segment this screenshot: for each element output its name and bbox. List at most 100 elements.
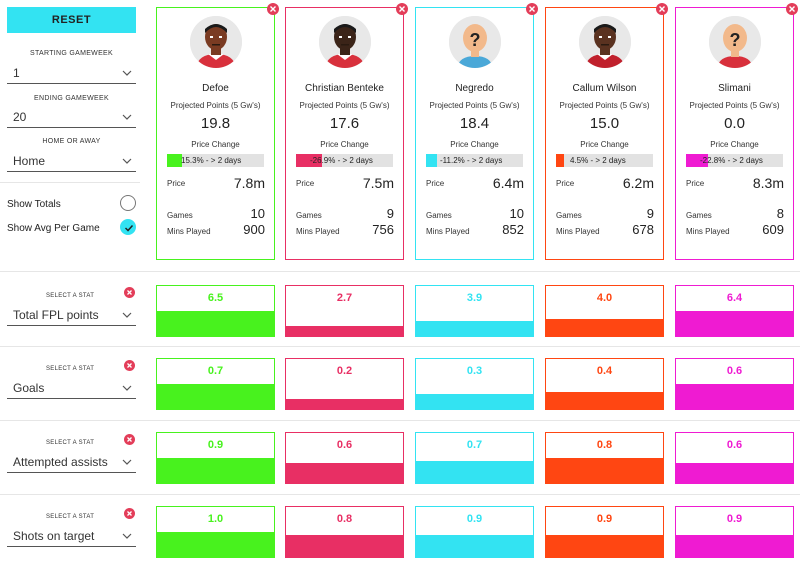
- stat-value-box: 1.0: [156, 506, 275, 558]
- mins-played-value: 756: [372, 222, 394, 237]
- checkmark-icon: [124, 224, 134, 232]
- remove-player-icon[interactable]: [786, 3, 798, 15]
- row-divider: [0, 346, 800, 347]
- chevron-down-icon: [122, 456, 132, 470]
- mins-played-value: 609: [762, 222, 784, 237]
- stat-value-fill: [676, 534, 793, 557]
- player-card: ? Slimani Projected Points (5 Gw's) 0.0 …: [675, 3, 798, 260]
- price-change-bar: 4.5% - > 2 days: [556, 154, 653, 167]
- price-value: 6.4m: [492, 175, 524, 191]
- starting-gameweek-select[interactable]: 1: [7, 64, 136, 84]
- player-name: Defoe: [202, 83, 229, 94]
- ending-gameweek-value: 20: [13, 110, 27, 124]
- stat-value: 3.9: [466, 292, 483, 304]
- remove-stat-icon[interactable]: [124, 360, 135, 371]
- stat-select-value: Goals: [13, 381, 45, 395]
- price-change-fill: [556, 154, 564, 167]
- row-divider: [0, 271, 800, 272]
- mins-played-value: 852: [502, 222, 524, 237]
- chevron-down-icon: [122, 155, 132, 169]
- show-totals-label: Show Totals: [7, 198, 61, 210]
- mins-played-label: Mins Played: [686, 227, 730, 236]
- price-change-text: 15.3% - > 2 days: [181, 156, 242, 165]
- mins-played-label: Mins Played: [556, 227, 600, 236]
- stat-value-fill: [546, 534, 663, 557]
- mins-played-label: Mins Played: [167, 227, 211, 236]
- games-label: Games: [426, 211, 452, 220]
- ending-gameweek-select[interactable]: 20: [7, 108, 136, 128]
- show-totals-radio[interactable]: [120, 195, 136, 211]
- mins-played-value: 678: [632, 222, 654, 237]
- price-change-fill: [426, 154, 437, 167]
- projected-points-value: 17.6: [329, 115, 360, 132]
- projected-points-value: 19.8: [200, 115, 231, 132]
- stat-value-fill: [676, 384, 793, 409]
- stat-value-fill: [157, 384, 274, 409]
- player-name: Christian Benteke: [305, 83, 384, 94]
- stat-value-box: 0.9: [545, 506, 664, 558]
- stat-value-box: 0.9: [675, 506, 794, 558]
- stat-select[interactable]: Goals: [7, 379, 136, 399]
- remove-stat-icon[interactable]: [124, 508, 135, 519]
- games-value: 9: [646, 206, 654, 221]
- chevron-down-icon: [122, 382, 132, 396]
- remove-player-icon[interactable]: [267, 3, 279, 15]
- remove-player-icon[interactable]: [656, 3, 668, 15]
- stat-value: 0.6: [336, 439, 353, 451]
- stat-value-box: 6.5: [156, 285, 275, 337]
- select-stat-label: SELECT A STAT: [46, 366, 95, 372]
- stat-value: 0.9: [726, 513, 743, 525]
- price-change-label: Price Change: [450, 140, 499, 149]
- projected-points-label: Projected Points (5 Gw's): [429, 101, 520, 110]
- games-value: 10: [250, 206, 265, 221]
- stat-value-box: 4.0: [545, 285, 664, 337]
- player-card: ? Negredo Projected Points (5 Gw's) 18.4…: [415, 3, 538, 260]
- stat-value-fill: [416, 460, 533, 483]
- chevron-down-icon: [122, 67, 132, 81]
- show-avg-toggle[interactable]: Show Avg Per Game: [7, 219, 136, 237]
- show-avg-radio[interactable]: [120, 219, 136, 235]
- stat-select[interactable]: Attempted assists: [7, 453, 136, 473]
- select-stat-label: SELECT A STAT: [46, 514, 95, 520]
- price-label: Price: [556, 179, 575, 188]
- remove-player-icon[interactable]: [396, 3, 408, 15]
- remove-stat-icon[interactable]: [124, 434, 135, 445]
- price-change-text: -26.9% - > 2 days: [310, 156, 373, 165]
- stat-value: 0.9: [596, 513, 613, 525]
- player-name: Callum Wilson: [572, 83, 637, 94]
- stat-select-value: Attempted assists: [13, 455, 108, 469]
- player-avatar: [190, 16, 242, 68]
- stat-value-fill: [286, 326, 403, 336]
- stat-value-box: 2.7: [285, 285, 404, 337]
- stat-value: 2.7: [336, 292, 353, 304]
- player-name: Negredo: [455, 83, 494, 94]
- stat-value-fill: [546, 391, 663, 409]
- stat-value-box: 6.4: [675, 285, 794, 337]
- stat-value: 4.0: [596, 292, 613, 304]
- stat-value: 0.2: [336, 365, 353, 377]
- games-label: Games: [556, 211, 582, 220]
- remove-player-icon[interactable]: [526, 3, 538, 15]
- stat-value-fill: [286, 463, 403, 483]
- stat-value-fill: [157, 458, 274, 483]
- price-change-label: Price Change: [191, 140, 240, 149]
- chevron-down-icon: [122, 309, 132, 323]
- home-away-select[interactable]: Home: [7, 152, 136, 172]
- games-label: Games: [686, 211, 712, 220]
- price-label: Price: [686, 179, 705, 188]
- chevron-down-icon: [122, 530, 132, 544]
- stat-value-fill: [676, 463, 793, 483]
- player-card: Defoe Projected Points (5 Gw's) 19.8 Pri…: [156, 3, 279, 260]
- price-change-fill: [167, 154, 182, 167]
- stat-select[interactable]: Total FPL points: [7, 306, 136, 326]
- price-change-text: 4.5% - > 2 days: [570, 156, 626, 165]
- remove-stat-icon[interactable]: [124, 287, 135, 298]
- price-change-text: -22.8% - > 2 days: [700, 156, 763, 165]
- stat-value-box: 0.9: [415, 506, 534, 558]
- show-totals-toggle[interactable]: Show Totals: [7, 195, 136, 213]
- reset-button[interactable]: RESET: [7, 7, 136, 33]
- stat-select[interactable]: Shots on target: [7, 527, 136, 547]
- price-change-label: Price Change: [580, 140, 629, 149]
- mins-played-label: Mins Played: [426, 227, 470, 236]
- row-divider: [0, 420, 800, 421]
